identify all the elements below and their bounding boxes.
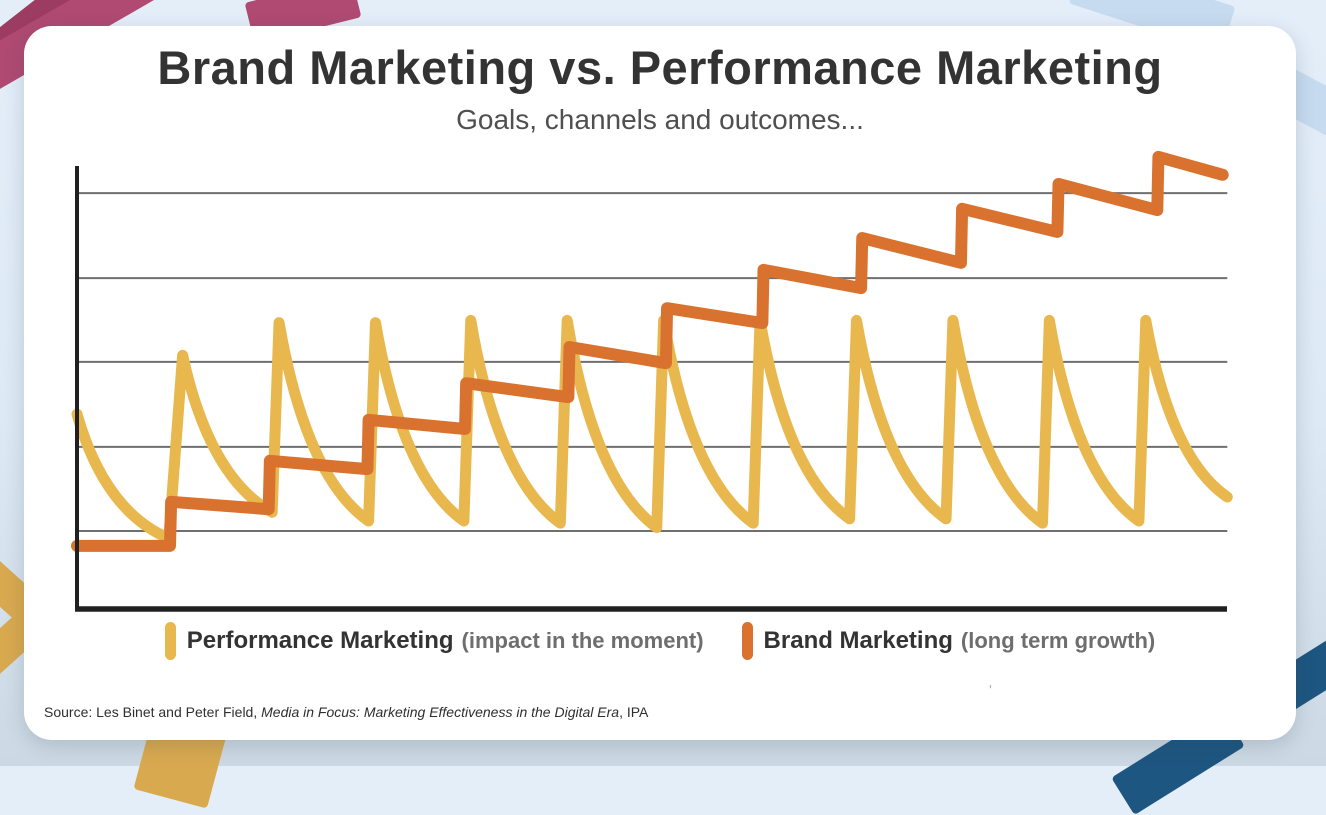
source-citation: Source: Les Binet and Peter Field, Media… <box>44 704 648 720</box>
stray-mark: ' <box>989 682 992 699</box>
legend-qualifier-performance: (impact in the moment) <box>461 628 704 653</box>
legend-label-performance: Performance Marketing <box>186 627 454 654</box>
source-suffix: , IPA <box>619 704 649 720</box>
page-title: Brand Marketing vs. Performance Marketin… <box>157 41 1163 94</box>
legend-item-brand: Brand Marketing (long term growth) <box>741 622 1156 660</box>
source-prefix: Source: Les Binet and Peter Field, <box>44 704 262 720</box>
slide-card: Brand Marketing vs. Performance Marketin… <box>24 26 1296 740</box>
brand-swatch <box>741 622 753 660</box>
legend-qualifier-brand: (long term growth) <box>960 628 1156 653</box>
legend-label-brand: Brand Marketing <box>763 627 953 654</box>
page-subtitle: Goals, channels and outcomes... <box>456 104 864 135</box>
chart-legend: Performance Marketing (impact in the mom… <box>24 622 1296 660</box>
source-italic-title: Media in Focus: Marketing Effectiveness … <box>261 704 620 720</box>
legend-item-performance: Performance Marketing (impact in the mom… <box>164 622 704 660</box>
performance-swatch <box>164 622 176 660</box>
